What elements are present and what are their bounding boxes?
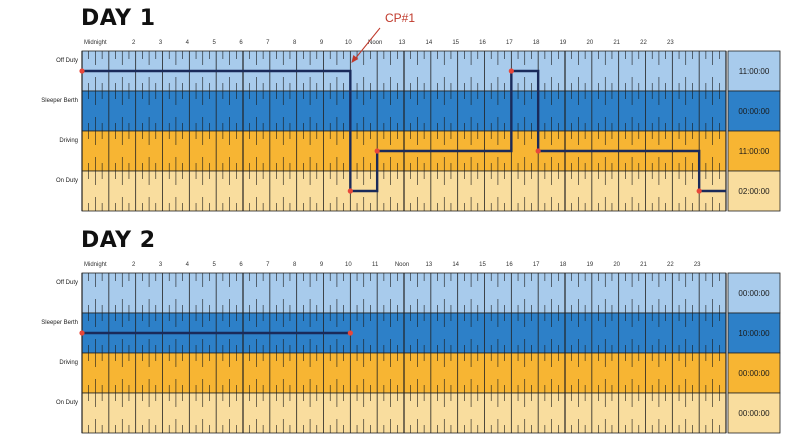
hour-label: Midnight xyxy=(84,40,107,46)
status-change-marker xyxy=(374,148,380,154)
hour-label: 14 xyxy=(452,262,459,268)
hour-label: 22 xyxy=(667,262,674,268)
sleeper-berth-label: Sleeper Berth xyxy=(41,98,78,104)
hour-label: 23 xyxy=(694,262,701,268)
hour-label: 18 xyxy=(560,262,567,268)
hour-label: Noon xyxy=(368,40,382,46)
on-duty-label: On Duty xyxy=(56,178,78,184)
on-duty-total: 02:00:00 xyxy=(738,187,770,196)
off-duty-total: 11:00:00 xyxy=(739,67,770,76)
off-duty-label: Off Duty xyxy=(56,280,78,286)
hour-label: 11 xyxy=(372,262,379,268)
hour-label: 2 xyxy=(132,262,136,268)
status-change-marker xyxy=(347,188,353,194)
duty-status-line xyxy=(82,69,726,193)
hour-label: 3 xyxy=(159,40,163,46)
status-change-marker xyxy=(79,330,85,336)
hour-label: 21 xyxy=(613,40,620,46)
day-2-title: DAY 2 xyxy=(81,228,156,253)
sleeper-berth-total: 10:00:00 xyxy=(738,329,770,338)
hour-label: Midnight xyxy=(84,262,107,268)
hour-label: 18 xyxy=(533,40,540,46)
hour-label: 15 xyxy=(479,262,486,268)
hour-label: 22 xyxy=(640,40,647,46)
hour-label: 9 xyxy=(320,262,324,268)
hour-label: 6 xyxy=(239,40,243,46)
hour-label: 16 xyxy=(506,262,513,268)
hour-label: 13 xyxy=(399,40,406,46)
sleeper-berth-label: Sleeper Berth xyxy=(41,320,78,326)
hour-label: 7 xyxy=(266,40,270,46)
hour-label: 5 xyxy=(212,262,216,268)
hour-label: 15 xyxy=(452,40,459,46)
day-2-grid: Midnight 2 3 4 5 6 7 8 9 10 11 Noon 13 14 15 16 17 18 19 20… xyxy=(41,262,781,434)
hour-label: 8 xyxy=(293,40,297,46)
off-duty-total: 00:00:00 xyxy=(738,289,770,298)
hour-label: 4 xyxy=(186,262,190,268)
driving-total: 00:00:00 xyxy=(738,369,770,378)
status-change-marker xyxy=(347,330,353,336)
checkpoint-annotation: CP#1 xyxy=(385,11,416,25)
hour-label: 19 xyxy=(560,40,567,46)
on-duty-total-box xyxy=(727,392,781,434)
on-duty-label: On Duty xyxy=(56,400,78,406)
hour-label: 4 xyxy=(186,40,190,46)
hour-label: 17 xyxy=(533,262,540,268)
driving-label: Driving xyxy=(59,360,78,366)
driving-total: 11:00:00 xyxy=(739,147,770,156)
annotation-arrow xyxy=(352,27,381,62)
sleeper-berth-total-box xyxy=(727,312,781,354)
hour-label: 8 xyxy=(293,262,297,268)
day-1-grid: Midnight 2 3 4 5 6 7 8 9 10 Noon 13 14 15 16 17 18 19 20 21… xyxy=(41,27,781,212)
hour-label: 2 xyxy=(132,40,136,46)
hour-label: 7 xyxy=(266,262,270,268)
hour-label: Noon xyxy=(395,262,409,268)
hour-label: 16 xyxy=(479,40,486,46)
row-border xyxy=(81,392,727,434)
hour-label: 14 xyxy=(425,40,432,46)
status-change-marker xyxy=(79,68,85,74)
annotation-arrowhead xyxy=(351,55,359,63)
status-change-marker xyxy=(535,148,541,154)
hour-label: 3 xyxy=(159,262,163,268)
hour-label: 20 xyxy=(586,40,593,46)
hour-label: 19 xyxy=(586,262,593,268)
status-change-marker xyxy=(696,188,702,194)
driving-label: Driving xyxy=(59,138,78,144)
hour-label: 23 xyxy=(667,40,674,46)
on-duty-total-box xyxy=(727,170,781,212)
hour-label: 5 xyxy=(212,40,216,46)
hour-label: 9 xyxy=(320,40,324,46)
hour-label: 17 xyxy=(506,40,513,46)
hour-label: 20 xyxy=(613,262,620,268)
hour-label: 10 xyxy=(345,262,352,268)
hour-label: 21 xyxy=(640,262,647,268)
hour-label: 6 xyxy=(239,262,243,268)
off-duty-total-box xyxy=(727,272,781,314)
status-change-marker xyxy=(508,68,514,74)
sleeper-berth-total: 00:00:00 xyxy=(738,107,770,116)
off-duty-label: Off Duty xyxy=(56,58,78,64)
hour-label: 10 xyxy=(345,40,352,46)
day-1-title: DAY 1 xyxy=(81,6,156,31)
on-duty-total: 00:00:00 xyxy=(738,409,770,418)
hour-label: 13 xyxy=(425,262,432,268)
sleeper-berth-total-box xyxy=(727,90,781,132)
